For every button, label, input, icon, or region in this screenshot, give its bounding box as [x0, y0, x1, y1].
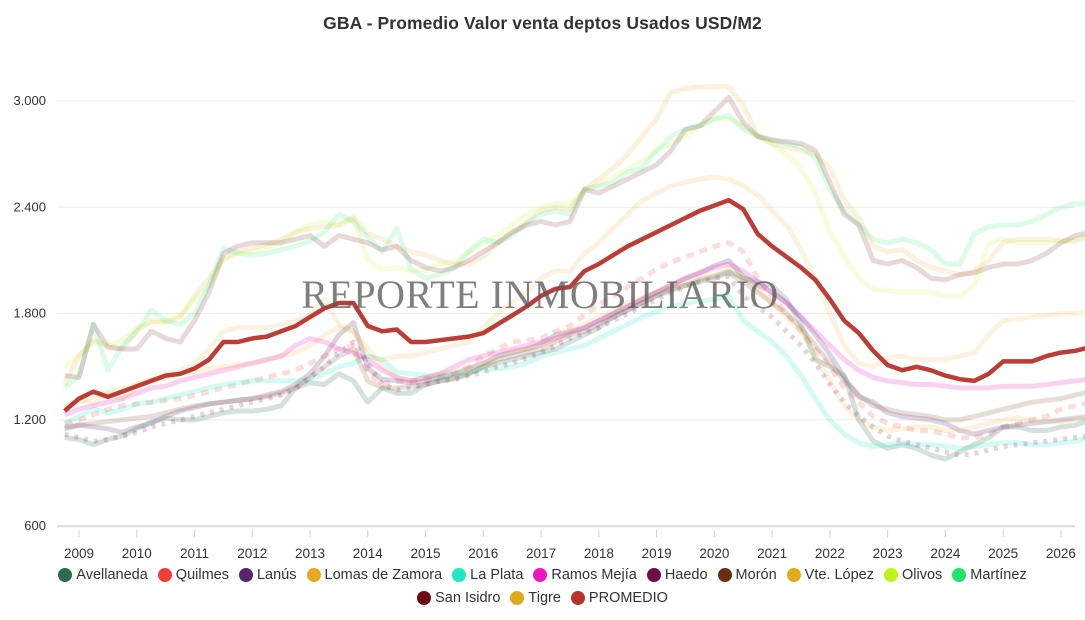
x-tick-label: 2018	[584, 546, 614, 560]
legend-label: Haedo	[664, 567, 708, 583]
legend-item-quilmes[interactable]: Quilmes	[157, 567, 229, 583]
legend-item-lan-s[interactable]: Lanús	[238, 567, 297, 583]
y-tick-label: 600	[24, 518, 46, 533]
series-lines[interactable]	[62, 84, 1085, 462]
legend-dot-icon	[58, 568, 73, 582]
legend-label: Morón	[735, 567, 777, 583]
legend-dot-icon	[717, 568, 732, 582]
legend-dot-icon	[417, 591, 432, 605]
series-line-haedo[interactable]	[64, 273, 1085, 458]
legend-label: Ramos Mejía	[551, 567, 637, 583]
legend-item-promedio[interactable]: PROMEDIO	[570, 590, 668, 606]
legend-item-olivos[interactable]: Olivos	[883, 567, 943, 583]
x-tick-label: 2009	[64, 546, 94, 560]
line-chart-plot: 3.000 2.400 1.800 1.200 600 2009 2010 2011 2012…	[13, 84, 1085, 560]
series-line-promedio[interactable]	[63, 197, 1085, 413]
series-line-lan-s[interactable]	[63, 258, 1085, 437]
x-tick-label: 2010	[122, 546, 152, 560]
x-tick-label: 2012	[237, 546, 267, 560]
legend-item-la-plata[interactable]: La Plata	[452, 567, 523, 583]
legend-dot-icon	[306, 568, 321, 582]
legend-label: San Isidro	[435, 590, 501, 606]
x-tick-label: 2022	[815, 546, 845, 560]
x-tick-label: 2020	[699, 546, 729, 560]
legend-dot-icon	[533, 568, 548, 582]
legend-dot-icon	[452, 568, 467, 582]
legend-item-ramos-mej-a[interactable]: Ramos Mejía	[533, 567, 637, 583]
y-tick-label: 1.800	[13, 306, 46, 321]
legend-label: PROMEDIO	[588, 590, 668, 606]
legend-dot-icon	[952, 568, 967, 582]
series-line-avellaneda[interactable]	[64, 268, 1085, 462]
x-tick-label: 2025	[988, 546, 1018, 560]
legend-dot-icon	[883, 568, 898, 582]
series-line-tigre[interactable]	[63, 174, 1085, 410]
legend-dot-icon	[510, 591, 525, 605]
y-tick-label: 2.400	[13, 199, 46, 214]
series-line-ramos-mej-a[interactable]	[63, 261, 1085, 417]
x-tick-label: 2019	[642, 546, 672, 560]
legend-item-avellaneda[interactable]: Avellaneda	[58, 567, 148, 583]
legend-dot-icon	[646, 568, 661, 582]
legend-label: Tigre	[528, 590, 561, 606]
x-tick-label: 2021	[757, 546, 787, 560]
x-tick-label: 2014	[353, 546, 384, 560]
y-tick-label: 1.200	[13, 412, 46, 427]
x-axis: 2009 2010 2011 2012 2013 2014 2015 2016 2017 2018…	[64, 530, 1076, 560]
legend-label: Olivos	[901, 567, 943, 583]
chart-title: GBA - Promedio Valor venta deptos Usados…	[323, 13, 762, 33]
legend-label: La Plata	[470, 567, 524, 583]
series-line-quilmes[interactable]	[64, 240, 1085, 441]
gridlines	[57, 100, 1075, 528]
series-line-vte-l-pez[interactable]	[62, 84, 1085, 386]
x-tick-label: 2016	[468, 546, 498, 560]
legend-label: Lanús	[256, 567, 297, 583]
x-tick-label: 2023	[873, 546, 903, 560]
legend-label: Martínez	[970, 567, 1027, 583]
series-line-olivos[interactable]	[63, 116, 1085, 369]
x-tick-label: 2013	[295, 546, 325, 560]
legend-label: Vte. López	[804, 567, 874, 583]
legend-label: Avellaneda	[76, 567, 148, 583]
legend-label: Lomas de Zamora	[324, 567, 443, 583]
series-line-mor-n[interactable]	[64, 270, 1085, 430]
series-line-san-isidro[interactable]	[64, 95, 1085, 380]
legend-row-2: San Isidro Tigre PROMEDIO	[0, 590, 1085, 609]
legend-dot-icon	[238, 568, 253, 582]
series-line-la-plata[interactable]	[63, 293, 1085, 451]
legend-item-haedo[interactable]: Haedo	[646, 567, 708, 583]
x-tick-label: 2015	[411, 546, 441, 560]
x-tick-label: 2026	[1046, 546, 1076, 560]
legend-item-vte-l-pez[interactable]: Vte. López	[786, 567, 874, 583]
legend-row-1: Avellaneda Quilmes Lanús Lomas de Zamora La …	[0, 567, 1085, 586]
series-line-mart-nez[interactable]	[62, 112, 1085, 390]
legend-dot-icon	[786, 568, 801, 582]
x-tick-label: 2017	[526, 546, 556, 560]
legend-dot-icon	[570, 591, 585, 605]
legend-dot-icon	[157, 568, 172, 582]
legend-item-san-isidro[interactable]: San Isidro	[417, 590, 500, 606]
x-tick-label: 2024	[930, 546, 961, 560]
y-axis: 3.000 2.400 1.800 1.200 600	[13, 93, 46, 533]
legend-label: Quilmes	[175, 567, 229, 583]
watermark-text: REPORTE INMOBILIARIO	[301, 272, 779, 317]
legend-item-tigre[interactable]: Tigre	[510, 590, 561, 606]
legend-item-lomas-de-zamora[interactable]: Lomas de Zamora	[306, 567, 443, 583]
x-tick-label: 2011	[180, 546, 209, 560]
series-line-lomas-de-zamora[interactable]	[63, 265, 1085, 433]
y-tick-label: 3.000	[13, 93, 46, 108]
legend-item-mart-nez[interactable]: Martínez	[952, 567, 1027, 583]
legend-item-mor-n[interactable]: Morón	[717, 567, 777, 583]
